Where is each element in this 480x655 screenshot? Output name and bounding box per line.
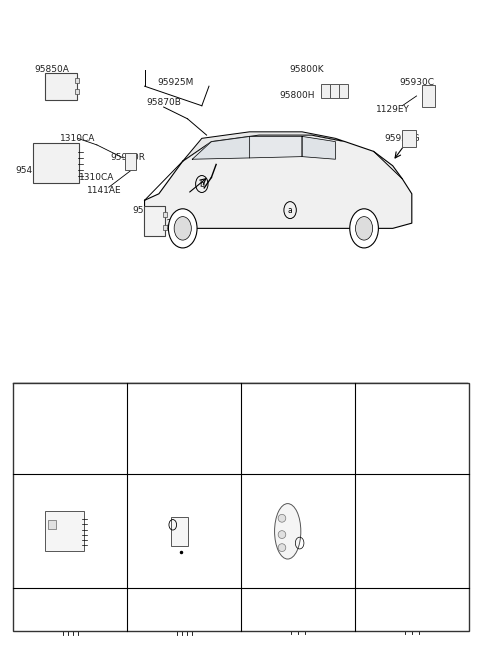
Text: 95220A: 95220A [393, 569, 431, 579]
Text: a: a [288, 206, 292, 215]
Circle shape [350, 209, 378, 248]
FancyBboxPatch shape [124, 153, 136, 170]
Text: 95930C: 95930C [399, 79, 434, 87]
FancyBboxPatch shape [60, 597, 81, 629]
FancyBboxPatch shape [34, 143, 79, 183]
Text: 95925M: 95925M [157, 79, 194, 87]
Text: 95225: 95225 [168, 569, 200, 579]
FancyBboxPatch shape [48, 519, 56, 529]
Circle shape [356, 217, 372, 240]
Text: 1310CA: 1310CA [60, 134, 96, 143]
Text: 95230B: 95230B [132, 206, 167, 215]
FancyBboxPatch shape [287, 597, 309, 629]
Text: 95760: 95760 [272, 480, 297, 489]
Text: b: b [199, 179, 204, 189]
FancyBboxPatch shape [401, 597, 423, 629]
FancyBboxPatch shape [322, 84, 330, 98]
Text: a: a [17, 453, 22, 462]
Text: 1129EE: 1129EE [156, 219, 190, 228]
Text: 95850A: 95850A [34, 66, 69, 75]
Polygon shape [183, 132, 345, 161]
FancyBboxPatch shape [338, 84, 348, 98]
Text: 95925G: 95925G [384, 134, 420, 143]
Text: 95870B: 95870B [146, 98, 181, 107]
Circle shape [174, 217, 192, 240]
Text: 1129EY: 1129EY [376, 105, 409, 113]
Text: 95930R: 95930R [110, 153, 145, 162]
Text: 39160: 39160 [55, 569, 85, 579]
FancyBboxPatch shape [144, 206, 165, 236]
Text: b: b [131, 453, 136, 462]
Text: 95413C: 95413C [15, 166, 50, 176]
FancyBboxPatch shape [171, 517, 188, 546]
Polygon shape [144, 135, 412, 229]
Text: 95224: 95224 [283, 569, 313, 579]
Ellipse shape [278, 544, 286, 552]
Text: 95800K: 95800K [289, 66, 324, 75]
Circle shape [168, 209, 197, 248]
Polygon shape [192, 136, 250, 159]
FancyBboxPatch shape [421, 85, 435, 107]
Text: 1141AE: 1141AE [87, 186, 121, 195]
FancyBboxPatch shape [45, 73, 77, 100]
Text: 95800H: 95800H [279, 92, 315, 100]
Bar [75, 78, 79, 83]
FancyBboxPatch shape [173, 597, 195, 629]
FancyBboxPatch shape [45, 512, 84, 552]
Bar [75, 89, 79, 94]
Bar [163, 212, 167, 217]
FancyBboxPatch shape [403, 130, 416, 147]
Polygon shape [302, 136, 336, 159]
Bar [163, 225, 167, 231]
Ellipse shape [275, 504, 301, 559]
Text: 95413A: 95413A [308, 502, 338, 511]
Text: 1327AC: 1327AC [180, 500, 211, 510]
Text: 95910: 95910 [60, 453, 91, 463]
Polygon shape [250, 136, 302, 158]
FancyBboxPatch shape [330, 84, 339, 98]
Ellipse shape [278, 531, 286, 538]
Text: 1310CA: 1310CA [79, 173, 115, 182]
Ellipse shape [278, 514, 286, 522]
FancyBboxPatch shape [13, 383, 469, 631]
Text: 95250C: 95250C [144, 491, 175, 500]
